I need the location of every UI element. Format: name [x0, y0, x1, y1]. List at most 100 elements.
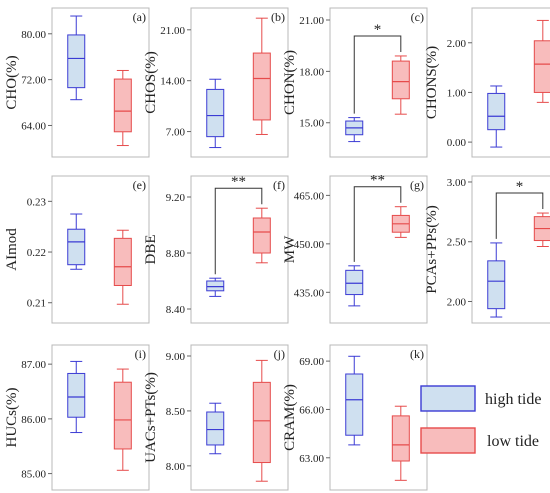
y-tick-label: 8.00 — [166, 461, 186, 473]
significance-marker: * — [374, 22, 382, 38]
iqr-box — [252, 52, 271, 121]
iqr-box — [206, 88, 225, 138]
significance-marker: ** — [231, 174, 246, 190]
panel-f: 8.40 8.80 9.20 DBE (f) ** — [143, 174, 289, 324]
y-axis-label: UACs+PTs(%) — [143, 372, 159, 463]
y-tick-label: 465.00 — [294, 190, 325, 202]
y-axis-label: CRAM(%) — [282, 384, 298, 451]
plot-frame — [51, 344, 150, 491]
iqr-box — [252, 217, 271, 254]
panel-j: 8.00 8.50 9.00 UACs+PTs(%) (j) — [143, 344, 289, 491]
iqr-box — [487, 92, 506, 131]
box-high-tide — [487, 242, 506, 318]
y-tick-label: 8.80 — [166, 248, 186, 260]
plot-frame — [51, 175, 150, 324]
y-tick-label: 86.00 — [21, 414, 46, 426]
legend-swatch-low-tide — [420, 427, 476, 454]
panel-letter: (e) — [133, 178, 146, 192]
y-tick-label: 8.40 — [166, 304, 186, 316]
box-low-tide — [252, 17, 271, 135]
iqr-box — [206, 280, 225, 292]
legend-label-low-tide: low tide — [487, 433, 539, 450]
y-axis-label: CHOS(%) — [143, 51, 159, 114]
iqr-box — [487, 260, 506, 310]
panel-g: 435.00 450.00 465.00 MW (g) ** — [282, 173, 428, 324]
panel-a: 64.00 72.00 80.00 CHO(%) (a) — [4, 7, 150, 158]
iqr-box — [113, 78, 132, 133]
panel-k: 63.00 66.00 69.00 CRAM(%) (k) — [282, 344, 428, 491]
significance-bracket — [353, 35, 402, 114]
iqr-box — [345, 269, 364, 296]
significance-bracket — [214, 187, 263, 275]
y-axis-label: AImod — [4, 228, 20, 271]
iqr-box — [206, 411, 225, 446]
iqr-box — [113, 381, 132, 450]
iqr-box — [113, 237, 132, 286]
box-high-tide — [206, 78, 225, 149]
box-low-tide — [113, 69, 132, 147]
box-high-tide — [206, 402, 225, 455]
iqr-box — [533, 40, 550, 93]
y-axis-label: CHO(%) — [4, 55, 20, 109]
panel-letter: (k) — [410, 347, 424, 361]
significance-bracket — [353, 186, 402, 262]
y-tick-label: 0.22 — [27, 247, 46, 259]
box-low-tide — [533, 212, 550, 248]
box-low-tide — [533, 19, 550, 103]
box-low-tide — [113, 229, 132, 305]
box-low-tide — [391, 55, 410, 115]
y-tick-label: 0.21 — [27, 298, 46, 310]
y-tick-label: 2.00 — [447, 38, 467, 50]
box-high-tide — [345, 265, 364, 307]
panel-b: 7.00 14.00 21.00 CHOS(%) (b) — [143, 7, 289, 158]
y-tick-label: 7.00 — [166, 127, 186, 139]
y-tick-label: 66.00 — [299, 404, 324, 416]
y-tick-label: 69.00 — [299, 356, 324, 368]
y-axis-label: CHON(%) — [282, 50, 298, 115]
plot-frame — [329, 175, 428, 324]
y-tick-label: 9.00 — [166, 351, 186, 363]
box-high-tide — [345, 117, 364, 143]
y-tick-label: 14.00 — [160, 76, 185, 88]
significance-bracket — [495, 192, 544, 239]
iqr-box — [345, 373, 364, 436]
y-tick-label: 15.00 — [299, 118, 324, 130]
y-tick-label: 2.50 — [447, 237, 467, 249]
panels-group: 64.00 72.00 80.00 CHO(%) (a) 7.00 14.00 21.00 CH… — [4, 7, 550, 491]
plot-frame — [329, 344, 428, 491]
box-low-tide — [391, 206, 410, 238]
y-tick-label: 3.00 — [447, 177, 467, 189]
panel-letter: (a) — [133, 10, 146, 24]
y-tick-label: 21.00 — [299, 15, 324, 27]
y-tick-label: 8.50 — [166, 406, 186, 418]
panel-e: 0.21 0.22 0.23 AImod (e) — [4, 175, 150, 324]
y-tick-label: 64.00 — [21, 120, 46, 132]
significance-marker: * — [516, 179, 524, 195]
y-axis-label: HUCs(%) — [4, 388, 20, 448]
panel-letter: (j) — [274, 347, 285, 361]
y-tick-label: 0.23 — [27, 196, 47, 208]
panel-letter: (g) — [410, 178, 424, 192]
panel-c: 15.00 18.00 21.00 CHON(%) (c) * — [282, 7, 428, 158]
y-tick-label: 80.00 — [21, 29, 46, 41]
plot-frame — [51, 7, 150, 158]
box-low-tide — [391, 405, 410, 481]
iqr-box — [391, 415, 410, 462]
box-high-tide — [206, 277, 225, 297]
panel-letter: (f) — [273, 178, 285, 192]
box-low-tide — [252, 359, 271, 482]
box-high-tide — [67, 213, 86, 270]
y-tick-label: 0.00 — [447, 137, 467, 149]
panel-letter: (c) — [411, 10, 424, 24]
iqr-box — [67, 228, 86, 266]
y-tick-label: 85.00 — [21, 469, 46, 481]
y-tick-label: 2.00 — [447, 296, 467, 308]
panel-letter: (i) — [135, 347, 146, 361]
iqr-box — [67, 34, 86, 89]
box-low-tide — [113, 368, 132, 471]
y-tick-label: 87.00 — [21, 359, 46, 371]
iqr-box — [391, 60, 410, 100]
